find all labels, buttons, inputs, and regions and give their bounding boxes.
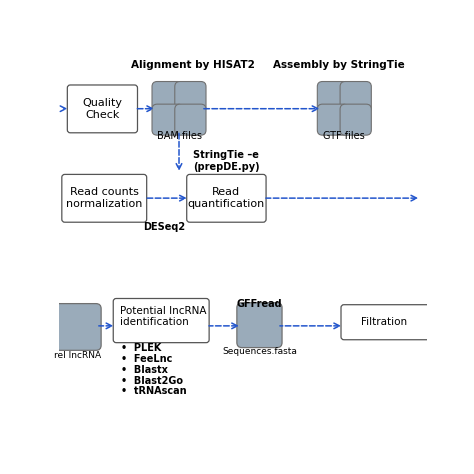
Text: •  PLEK: • PLEK xyxy=(121,343,161,353)
Text: Read counts
normalization: Read counts normalization xyxy=(66,187,143,209)
Text: Filtration: Filtration xyxy=(361,317,407,327)
Text: •  tRNAscan: • tRNAscan xyxy=(121,386,187,396)
Text: Sequences.fasta: Sequences.fasta xyxy=(222,347,297,356)
FancyBboxPatch shape xyxy=(340,82,371,112)
FancyBboxPatch shape xyxy=(317,104,348,135)
Text: Alignment by HISAT2: Alignment by HISAT2 xyxy=(131,60,255,70)
Text: Assembly by StringTie: Assembly by StringTie xyxy=(273,60,404,70)
Text: Quality
Check: Quality Check xyxy=(82,98,123,119)
Text: Potential lncRNA
identification: Potential lncRNA identification xyxy=(120,306,206,328)
Text: GTF files: GTF files xyxy=(323,131,365,141)
Text: •  Blastx: • Blastx xyxy=(121,365,168,374)
FancyBboxPatch shape xyxy=(175,82,206,112)
FancyBboxPatch shape xyxy=(62,174,146,222)
FancyBboxPatch shape xyxy=(67,85,137,133)
FancyBboxPatch shape xyxy=(152,104,183,135)
FancyBboxPatch shape xyxy=(175,104,206,135)
FancyBboxPatch shape xyxy=(187,174,266,222)
Text: Read
quantification: Read quantification xyxy=(188,187,265,209)
Text: DESeq2: DESeq2 xyxy=(144,222,186,232)
FancyBboxPatch shape xyxy=(237,303,282,347)
Text: GFFread: GFFread xyxy=(237,299,283,309)
FancyBboxPatch shape xyxy=(152,82,183,112)
Text: rel lncRNA: rel lncRNA xyxy=(54,351,101,360)
FancyBboxPatch shape xyxy=(341,305,431,340)
FancyBboxPatch shape xyxy=(113,299,209,343)
FancyBboxPatch shape xyxy=(317,82,348,112)
Text: •  FeeLnc: • FeeLnc xyxy=(121,354,173,364)
FancyBboxPatch shape xyxy=(54,304,101,350)
FancyBboxPatch shape xyxy=(340,104,371,135)
Text: StringTie –e
(prepDE.py): StringTie –e (prepDE.py) xyxy=(193,150,260,172)
Text: BAM files: BAM files xyxy=(156,131,201,141)
Text: •  Blast2Go: • Blast2Go xyxy=(121,375,183,385)
